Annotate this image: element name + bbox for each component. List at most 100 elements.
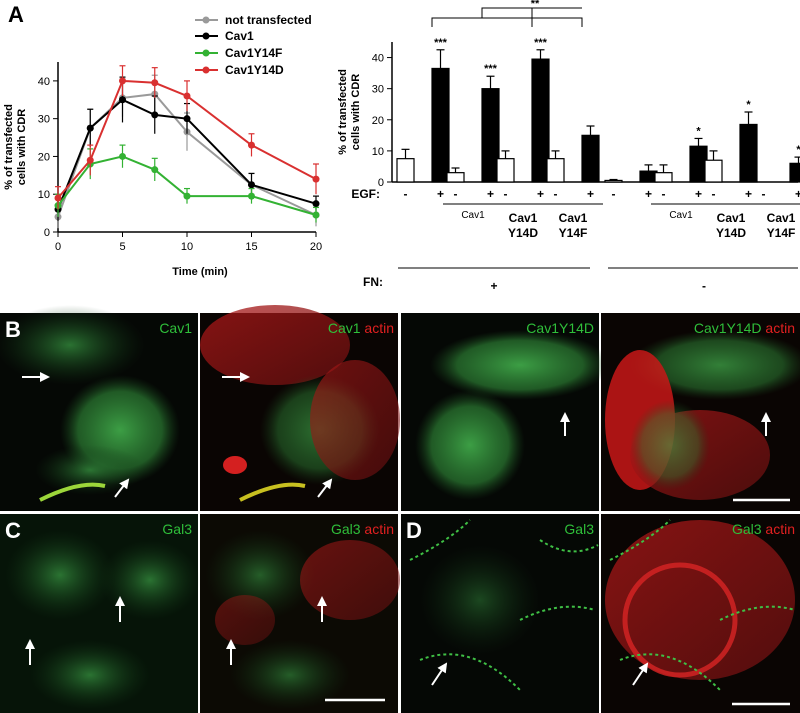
data-point — [183, 115, 191, 123]
arrow-icon — [632, 662, 649, 686]
data-point — [54, 194, 62, 202]
fn-row-label: FN: — [363, 275, 383, 289]
data-point — [119, 77, 126, 85]
bar-group-3-egf-plus — [581, 125, 600, 183]
micrograph-c2-gal3-actin — [200, 514, 400, 713]
micrograph-b4-cav1y14d-actin — [601, 313, 800, 511]
x-tick-label: 5 — [119, 241, 125, 253]
arrow-icon — [317, 478, 333, 498]
micrograph-b3-cav1y14d — [401, 313, 610, 511]
micrograph-label-b4: Cav1Y14D actin — [694, 320, 795, 336]
label-part: actin — [762, 521, 795, 537]
line-chart-legend: not transfected Cav1 Cav1Y14F Cav1Y14D — [195, 13, 312, 77]
legend-entry-not-transfected: not transfected — [195, 13, 312, 27]
label-part: Gal3 — [162, 521, 192, 537]
arrow-icon — [114, 478, 130, 498]
bar — [581, 134, 600, 183]
label-part: Gal3 — [732, 521, 762, 537]
egf-mark: - — [404, 187, 408, 201]
fn-minus-mark: - — [702, 279, 706, 293]
egf-mark: + — [695, 187, 702, 201]
egf-mark: + — [795, 187, 800, 201]
egf-mark: + — [745, 187, 752, 201]
label-part: Cav1 — [328, 320, 361, 336]
group-label-line1: Cav1 — [669, 210, 693, 221]
cell-shape — [420, 545, 540, 655]
bar — [446, 172, 465, 183]
y-tick-label: 30 — [372, 84, 384, 96]
panel-letter-a: A — [8, 2, 24, 27]
bracket-line-inner — [481, 7, 582, 18]
cell-shape — [415, 390, 525, 500]
data-point — [86, 124, 94, 132]
series-line — [57, 155, 317, 216]
cell-shape — [35, 445, 145, 495]
bar — [739, 123, 758, 183]
label-part: Gal3 — [564, 521, 594, 537]
micrograph-d1-gal3 — [401, 514, 599, 713]
cell-shape — [310, 360, 400, 480]
y-tick-label: 40 — [38, 76, 50, 88]
data-point — [248, 141, 255, 149]
bar-group-2-egf-minus — [496, 150, 515, 183]
label-part: actin — [361, 320, 394, 336]
y-tick-label: 20 — [372, 115, 384, 127]
label-part: Cav1 — [159, 320, 192, 336]
significance-label: * — [696, 125, 701, 137]
series-cav1 — [54, 76, 320, 221]
legend-marker — [202, 49, 210, 57]
label-part: actin — [361, 521, 394, 537]
bar-group-7-egf-plus: * — [789, 144, 800, 183]
line-chart: 0 10 20 30 40 0 5 10 15 20 Time (min) % of trans… — [3, 62, 322, 278]
data-point — [183, 92, 191, 100]
panel-letter-d: D — [406, 518, 422, 543]
cell-shape — [223, 456, 247, 474]
group-label-line1: Cav1 — [717, 211, 746, 225]
y-tick-label: 0 — [44, 227, 50, 239]
egf-mark: - — [612, 187, 616, 201]
significance-label: * — [796, 144, 800, 156]
cell-shape — [215, 595, 275, 645]
bar-group-5-egf-plus: * — [689, 125, 708, 183]
data-point — [119, 96, 126, 104]
legend-marker — [202, 32, 210, 40]
egf-row-label: EGF: — [351, 187, 380, 201]
bar — [546, 158, 565, 183]
data-point — [86, 156, 94, 164]
data-point — [151, 111, 159, 119]
legend-marker — [202, 16, 210, 24]
bar — [654, 172, 673, 183]
line-chart-y-title-1: % of transfected — [3, 104, 15, 190]
egf-mark: + — [587, 187, 594, 201]
cell-edge — [609, 519, 796, 691]
cell-shape — [300, 540, 400, 620]
data-point — [151, 166, 159, 174]
data-point — [183, 192, 191, 200]
x-tick-label: 15 — [245, 241, 257, 253]
legend-label: not transfected — [225, 13, 312, 27]
bar — [431, 67, 450, 183]
micrograph-b2-cav1-actin — [200, 305, 400, 511]
x-tick-label: 10 — [181, 241, 193, 253]
panel-letter-c: C — [5, 518, 21, 543]
cell-shape — [430, 330, 610, 400]
bar-group-0-egf-minus — [396, 148, 415, 183]
group-label-line1: Cav1 — [509, 211, 538, 225]
micrograph-label-b3: Cav1Y14D — [526, 320, 594, 336]
line-chart-y-title-2: cells with CDR — [16, 109, 28, 185]
micrographs: Cav1 Cav1 actin Cav1Y14D Cav1Y14D actin … — [0, 305, 800, 713]
cell-edge — [39, 482, 106, 502]
data-point — [312, 211, 320, 219]
cell-shape — [630, 330, 800, 400]
cell-shape — [605, 520, 795, 680]
panel-letter-b: B — [5, 317, 21, 342]
y-tick-label: 30 — [38, 114, 50, 126]
bracket-label: ** — [531, 0, 540, 10]
data-point — [248, 181, 255, 189]
legend-entry-cav1y14d: Cav1Y14D — [195, 63, 284, 77]
cell-shape — [100, 540, 200, 620]
group-label-line2: Y14D — [508, 226, 538, 240]
x-tick-label: 20 — [310, 241, 322, 253]
cell-shape — [230, 640, 350, 710]
legend-label: Cav1Y14F — [225, 46, 282, 60]
